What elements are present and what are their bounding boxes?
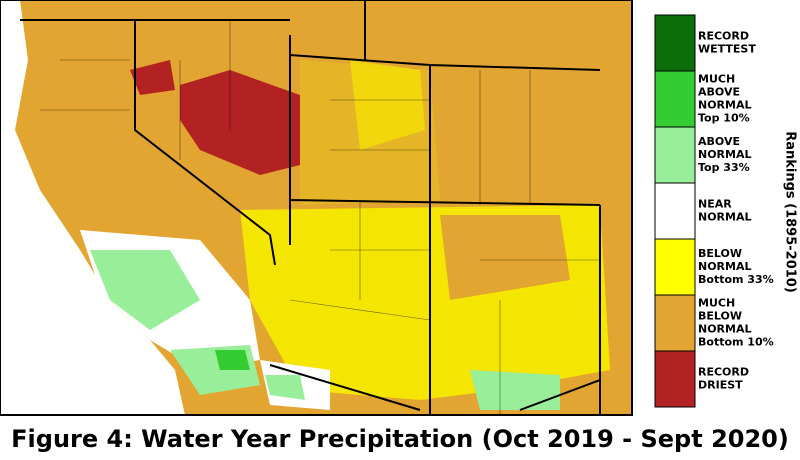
legend-label: DRIEST <box>698 379 743 392</box>
region-above <box>265 375 305 400</box>
legend-label: ABOVE <box>698 135 740 148</box>
legend-swatch <box>654 14 696 72</box>
state-borders <box>20 0 601 415</box>
legend-label: ABOVE <box>698 86 740 99</box>
legend-swatch <box>654 70 696 128</box>
legend-swatch <box>654 238 696 296</box>
legend-swatch <box>654 350 696 408</box>
county-lines <box>40 20 600 415</box>
region-driest <box>130 60 175 95</box>
legend-label: NORMAL <box>698 323 752 336</box>
region-much-below <box>440 215 570 300</box>
legend-label: NORMAL <box>698 148 752 161</box>
legend-swatch <box>654 294 696 352</box>
legend-label: BELOW <box>698 247 742 260</box>
legend-swatch <box>654 182 696 240</box>
region-above <box>90 250 200 330</box>
region-much-above <box>215 350 250 370</box>
legend-label: Top 10% <box>698 112 750 125</box>
region-driest <box>180 70 300 175</box>
legend-label: NORMAL <box>698 99 752 112</box>
legend-swatch <box>654 126 696 184</box>
legend-label: RECORD <box>698 30 749 43</box>
legend-label: MUCH <box>698 73 735 86</box>
legend-label: Top 33% <box>698 161 750 174</box>
map <box>0 0 633 416</box>
ocean <box>0 0 185 415</box>
region-below <box>350 60 425 150</box>
map-frame <box>0 0 633 416</box>
legend-label: NEAR <box>698 198 732 211</box>
legend-label: Bottom 33% <box>698 273 774 286</box>
legend-title: Rankings (1895-2010) <box>783 131 798 293</box>
legend-label: WETTEST <box>698 43 756 56</box>
legend-label: NORMAL <box>698 211 752 224</box>
caption: Figure 4: Water Year Precipitation (Oct … <box>11 425 789 453</box>
legend-label: Bottom 10% <box>698 336 774 349</box>
region-above <box>470 370 560 410</box>
legend-label: MUCH <box>698 297 735 310</box>
legend-label: BELOW <box>698 310 742 323</box>
legend-label: RECORD <box>698 366 749 379</box>
legend-label: NORMAL <box>698 260 752 273</box>
